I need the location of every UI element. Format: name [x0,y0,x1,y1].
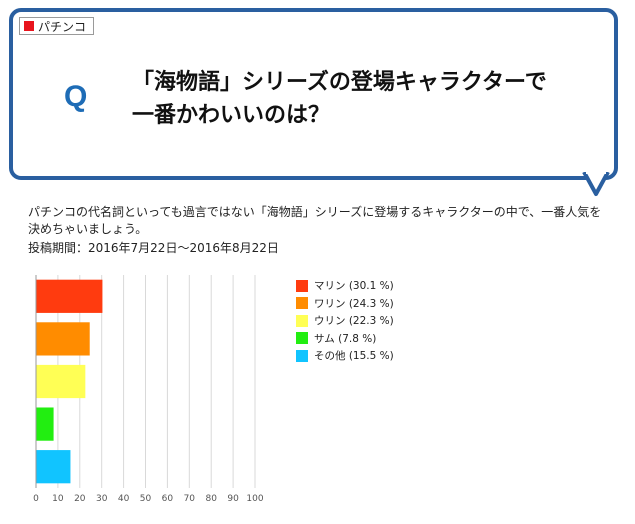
question-box [9,8,618,180]
legend-item: サム (7.8 %) [296,330,394,348]
bar-1 [36,279,103,313]
q-mark: Q [64,80,88,113]
legend-item: ウリン (22.3 %) [296,312,394,330]
x-tick-label: 90 [227,494,239,504]
legend-swatch [296,332,308,345]
legend-item: マリン (30.1 %) [296,277,394,295]
legend-label: ウリン (22.3 %) [314,315,394,328]
legend-label: ワリン (24.3 %) [314,297,394,310]
x-tick-label: 0 [33,494,39,504]
x-tick-label: 10 [52,494,64,504]
bar-4 [36,407,54,441]
legend-swatch [296,314,308,327]
poll-description: パチンコの代名詞といっても過言ではない「海物語」シリーズに登場するキャラクターの… [28,205,602,236]
legend-swatch [296,297,308,310]
x-tick-label: 30 [96,494,108,504]
category-tag[interactable]: パチンコ [19,17,95,35]
x-tick-label: 50 [140,494,152,504]
x-tick-label: 100 [246,494,263,504]
legend-label: その他 (15.5 %) [314,350,394,363]
bar-2 [36,322,90,356]
x-tick-label: 80 [205,494,217,504]
legend-swatch [296,349,308,362]
category-tag-label: パチンコ [38,19,87,34]
poll-period: 投稿期間：2016年7月22日〜2016年8月22日 [28,241,279,255]
bar-5 [36,450,71,484]
red-square-icon [24,21,34,31]
bar-3 [36,364,86,399]
legend-item: ワリン (24.3 %) [296,295,394,313]
x-tick-label: 60 [162,494,174,504]
legend-label: サム (7.8 %) [314,332,377,345]
legend-label: マリン (30.1 %) [314,280,394,293]
x-tick-label: 20 [74,494,86,504]
x-tick-label: 40 [118,494,130,504]
speech-bubble-tail [582,172,610,196]
x-tick-label: 70 [184,494,196,504]
question-title: 「海物語」シリーズの登場キャラクターで一番かわいいのは？ [132,70,547,128]
chart-legend: マリン (30.1 %) ワリン (24.3 %) ウリン (22.3 %) サム (… [296,277,394,365]
legend-item: その他 (15.5 %) [296,347,394,365]
legend-swatch [296,279,308,292]
